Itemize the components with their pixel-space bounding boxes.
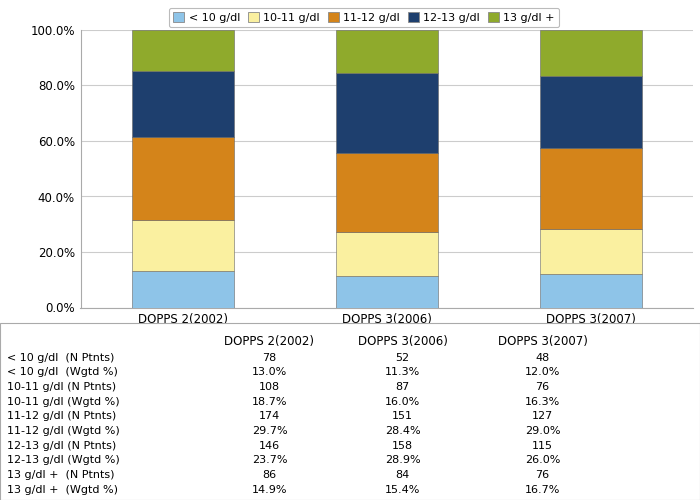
- Legend: < 10 g/dl, 10-11 g/dl, 11-12 g/dl, 12-13 g/dl, 13 g/dl +: < 10 g/dl, 10-11 g/dl, 11-12 g/dl, 12-13…: [169, 8, 559, 28]
- Text: 76: 76: [536, 470, 550, 480]
- Text: 11.3%: 11.3%: [385, 367, 420, 377]
- Text: 13.0%: 13.0%: [252, 367, 287, 377]
- Bar: [132, 72, 234, 137]
- Text: 10-11 g/dl (Wgtd %): 10-11 g/dl (Wgtd %): [7, 396, 120, 406]
- Text: 48: 48: [536, 352, 550, 362]
- Text: < 10 g/dl  (Wgtd %): < 10 g/dl (Wgtd %): [7, 367, 118, 377]
- Text: 14.9%: 14.9%: [252, 484, 287, 494]
- Text: 13 g/dl +  (Wgtd %): 13 g/dl + (Wgtd %): [7, 484, 118, 494]
- Text: DOPPS 2(2002): DOPPS 2(2002): [225, 335, 314, 348]
- Text: 115: 115: [532, 440, 553, 450]
- Bar: [540, 148, 642, 229]
- Bar: [540, 76, 642, 148]
- Text: 13 g/dl +  (N Ptnts): 13 g/dl + (N Ptnts): [7, 470, 115, 480]
- Text: 84: 84: [395, 470, 409, 480]
- Text: 127: 127: [532, 412, 553, 422]
- Text: 15.4%: 15.4%: [385, 484, 420, 494]
- Text: 76: 76: [536, 382, 550, 392]
- Text: 26.0%: 26.0%: [525, 456, 560, 466]
- Text: 108: 108: [259, 382, 280, 392]
- Text: 23.7%: 23.7%: [252, 456, 287, 466]
- Text: DOPPS 3(2006): DOPPS 3(2006): [358, 335, 447, 348]
- Text: 78: 78: [262, 352, 276, 362]
- Bar: [336, 276, 438, 308]
- Text: 28.9%: 28.9%: [385, 456, 420, 466]
- Text: 146: 146: [259, 440, 280, 450]
- Text: 11-12 g/dl (N Ptnts): 11-12 g/dl (N Ptnts): [7, 412, 116, 422]
- Bar: [540, 30, 642, 76]
- Text: 52: 52: [395, 352, 409, 362]
- Text: 87: 87: [395, 382, 409, 392]
- Text: 16.7%: 16.7%: [525, 484, 560, 494]
- Text: 12-13 g/dl (Wgtd %): 12-13 g/dl (Wgtd %): [7, 456, 120, 466]
- Text: 16.0%: 16.0%: [385, 396, 420, 406]
- Text: 158: 158: [392, 440, 413, 450]
- Text: 86: 86: [262, 470, 276, 480]
- Text: < 10 g/dl  (N Ptnts): < 10 g/dl (N Ptnts): [7, 352, 114, 362]
- Bar: [540, 274, 642, 308]
- Text: 29.0%: 29.0%: [525, 426, 560, 436]
- Text: 12-13 g/dl (N Ptnts): 12-13 g/dl (N Ptnts): [7, 440, 116, 450]
- Text: 11-12 g/dl (Wgtd %): 11-12 g/dl (Wgtd %): [7, 426, 120, 436]
- Bar: [132, 30, 234, 72]
- Text: 12.0%: 12.0%: [525, 367, 560, 377]
- Text: 10-11 g/dl (N Ptnts): 10-11 g/dl (N Ptnts): [7, 382, 116, 392]
- Text: 16.3%: 16.3%: [525, 396, 560, 406]
- Text: 28.4%: 28.4%: [385, 426, 420, 436]
- Text: DOPPS 3(2007): DOPPS 3(2007): [498, 335, 587, 348]
- Text: 151: 151: [392, 412, 413, 422]
- Text: 18.7%: 18.7%: [252, 396, 287, 406]
- Bar: [336, 153, 438, 232]
- Text: 174: 174: [259, 412, 280, 422]
- Text: 29.7%: 29.7%: [252, 426, 287, 436]
- Bar: [336, 72, 438, 153]
- Bar: [336, 232, 438, 276]
- Bar: [132, 272, 234, 308]
- Bar: [540, 229, 642, 274]
- Bar: [132, 137, 234, 220]
- Bar: [132, 220, 234, 272]
- Bar: [336, 30, 438, 72]
